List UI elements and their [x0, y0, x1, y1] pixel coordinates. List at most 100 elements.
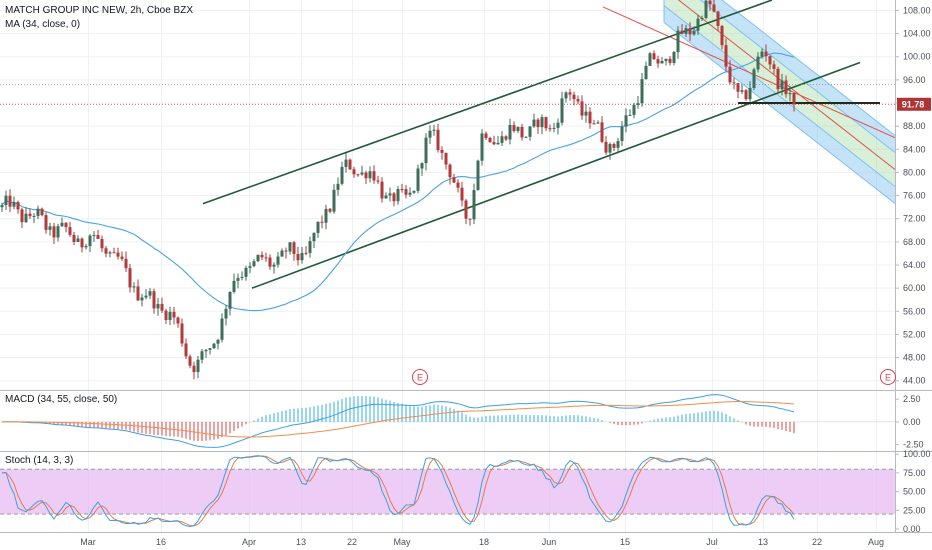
price-axis-label: 44.00 [903, 376, 926, 386]
earnings-marker[interactable]: E [412, 369, 428, 385]
candle-body [128, 268, 132, 288]
candle-body [352, 169, 356, 175]
candle-body [724, 45, 728, 67]
candle-body [104, 248, 108, 254]
time-axis-label: 18 [479, 537, 489, 547]
earnings-marker[interactable]: E [880, 369, 896, 385]
candle-body [580, 101, 584, 116]
candle-body [448, 164, 452, 178]
ma-indicator-label[interactable]: MA (34, close, 0) [5, 19, 80, 30]
candle-body [460, 187, 464, 201]
candle-body [236, 277, 240, 281]
candle-body [436, 129, 440, 151]
fib-median-extension [602, 6, 896, 139]
macd-axis-label: -2.50 [903, 440, 924, 450]
candle-body [20, 209, 24, 223]
price-axis-label: 108.00 [903, 5, 931, 15]
candle-body [536, 119, 540, 128]
candle-body [380, 181, 384, 199]
price-axis-label: 60.00 [903, 283, 926, 293]
time-axis-label: Jun [542, 537, 557, 547]
price-axis-label: 80.00 [903, 167, 926, 177]
candle-body [528, 126, 532, 137]
candle-body [372, 171, 376, 181]
candle-body [304, 252, 308, 254]
fib-channel-line [721, 0, 896, 136]
candle-body [560, 98, 564, 123]
candle-body [604, 141, 608, 153]
candle-body [664, 58, 668, 61]
fib-channel-line [699, 0, 896, 153]
macd-axis-label: 0.00 [903, 417, 921, 427]
candle-body [36, 208, 40, 216]
candle-body [124, 258, 128, 269]
candle-body [516, 126, 520, 132]
grid [0, 0, 895, 532]
candle-body [540, 117, 544, 128]
candle-body [164, 310, 168, 320]
candle-body [584, 111, 588, 116]
candle-body [400, 189, 404, 191]
candlesticks [0, 0, 796, 380]
candle-body [572, 94, 576, 100]
stoch-pane [0, 455, 895, 528]
ma-line [1, 52, 795, 312]
candle-body [644, 65, 648, 80]
candle-body [196, 359, 200, 373]
candle-body [424, 137, 428, 164]
candle-body [336, 183, 340, 190]
candle-body [640, 79, 644, 104]
candle-body [620, 126, 624, 141]
candle-body [360, 172, 364, 175]
candle-body [772, 64, 776, 69]
candle-body [784, 80, 788, 95]
stoch-axis-label: 50.00 [903, 487, 926, 497]
macd-pane [0, 394, 895, 448]
candle-body [344, 159, 348, 167]
candle-body [308, 241, 312, 253]
symbol-title[interactable]: MATCH GROUP INC NEW, 2h, Cboe BZX [5, 5, 193, 16]
time-axis-label: Aug [868, 537, 884, 547]
candle-body [368, 171, 372, 179]
candle-body [500, 136, 504, 143]
candle-body [228, 291, 232, 309]
candle-body [224, 308, 228, 319]
ma-34-line [1, 52, 795, 312]
macd-line [1, 394, 795, 448]
candle-body [544, 117, 548, 129]
fib-channel-line [663, 5, 896, 187]
candle-body [476, 160, 480, 191]
earnings-marker-label: E [417, 373, 423, 383]
candle-body [720, 25, 724, 46]
candle-body [596, 122, 600, 124]
macd-indicator-label[interactable]: MACD (34, 55, close, 50) [5, 394, 117, 405]
candle-body [768, 56, 772, 65]
price-axis-label: 52.00 [903, 329, 926, 339]
candle-body [200, 351, 204, 360]
stoch-indicator-label[interactable]: Stoch (14, 3, 3) [5, 455, 73, 466]
candle-body [492, 142, 496, 145]
candle-body [672, 52, 676, 63]
candle-body [108, 252, 112, 254]
channel-lower-line [251, 61, 861, 289]
fib-channel-band [664, 5, 895, 204]
candle-body [680, 30, 684, 34]
candle-body [172, 311, 176, 318]
candle-body [736, 82, 740, 92]
candle-body [0, 205, 4, 208]
candle-body [632, 104, 636, 115]
candle-body [464, 200, 468, 219]
candle-body [28, 213, 32, 217]
candle-body [280, 250, 284, 257]
candle-body [96, 234, 100, 239]
candle-body [692, 30, 696, 35]
candle-body [412, 190, 416, 193]
candle-body [184, 343, 188, 357]
candle-body [8, 195, 12, 207]
candle-body [652, 53, 656, 60]
candle-body [332, 189, 336, 212]
candle-body [32, 215, 36, 217]
price-axis-label: 48.00 [903, 353, 926, 363]
candle-body [364, 172, 368, 179]
